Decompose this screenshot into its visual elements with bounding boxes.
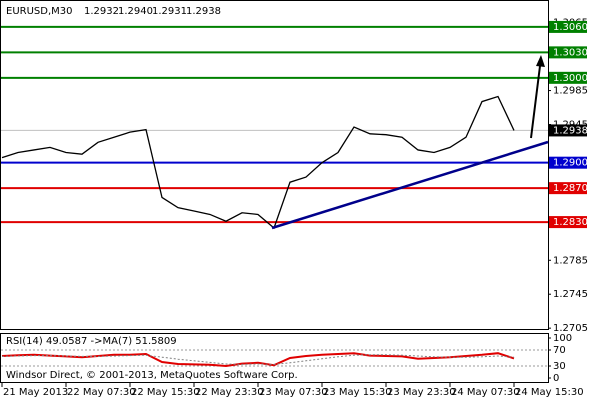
indicator-line — [1, 354, 515, 365]
level-label: 1.2900 — [553, 158, 588, 169]
main-panel — [0, 0, 549, 330]
level-box — [549, 182, 587, 195]
y-tick-label: 100 — [553, 333, 572, 344]
arrow — [530, 65, 541, 139]
level-box — [549, 216, 587, 229]
last-price-box — [549, 124, 587, 137]
rsi-panel — [0, 333, 549, 383]
x-tick-label: 22 May 15:30 — [131, 387, 200, 398]
level-label: 1.3060 — [553, 22, 588, 33]
last-price-label: 1.2938 — [553, 125, 588, 136]
x-tick-label: 24 May 07:30 — [451, 387, 520, 398]
y-tick-label: 0 — [553, 373, 559, 384]
level-label: 1.2830 — [553, 217, 588, 228]
x-tick-label: 22 May 07:30 — [67, 387, 136, 398]
level-label: 1.3000 — [553, 73, 588, 84]
level-label: 1.2870 — [553, 183, 588, 194]
ohlc-low: 1.2931 — [152, 6, 187, 17]
y-tick-label: 1.2705 — [553, 323, 588, 334]
price-line — [1, 95, 515, 230]
x-tick-label: 23 May 23:30 — [387, 387, 456, 398]
level-box — [549, 71, 587, 84]
level-box — [549, 156, 587, 169]
ohlc-high: 1.2940 — [118, 6, 153, 17]
level-box — [549, 46, 587, 59]
x-tick-label: 21 May 2013 — [3, 387, 68, 398]
y-tick-label: 1.2985 — [553, 86, 588, 97]
trend-line — [271, 140, 549, 230]
x-tick-label: 22 May 23:30 — [195, 387, 264, 398]
footer: Windsor Direct, © 2001-2013, MetaQuotes … — [6, 370, 298, 381]
x-tick-label: 23 May 07:30 — [259, 387, 328, 398]
chart-symbol: EURUSD,M30 — [6, 6, 72, 17]
ohlc-close: 1.2938 — [186, 6, 221, 17]
x-tick-label: 24 May 15:30 — [515, 387, 584, 398]
level-label: 1.3030 — [553, 47, 588, 58]
y-tick-label: 30 — [553, 361, 566, 372]
y-tick-label: 1.2785 — [553, 255, 588, 266]
rsi-title: RSI(14) 49.0587 ->MA(7) 51.5809 — [6, 336, 177, 347]
y-tick-label: 70 — [553, 345, 566, 356]
ohlc-open: 1.2932 — [84, 6, 119, 17]
y-tick-label: 1.2745 — [553, 289, 588, 300]
arrow-head — [536, 55, 545, 67]
x-tick-label: 23 May 15:30 — [323, 387, 392, 398]
level-box — [549, 20, 587, 33]
